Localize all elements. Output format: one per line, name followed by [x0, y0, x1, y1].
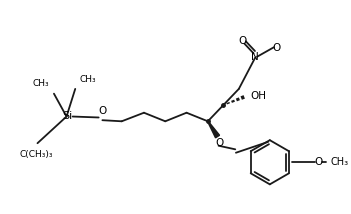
Text: C(CH₃)₃: C(CH₃)₃	[20, 150, 53, 159]
Text: CH₃: CH₃	[79, 75, 96, 84]
Text: O: O	[315, 157, 323, 166]
Text: Si: Si	[62, 110, 73, 120]
Text: OH: OH	[250, 91, 266, 101]
Text: O: O	[215, 138, 223, 148]
Text: CH₃: CH₃	[32, 79, 49, 88]
Text: O: O	[98, 106, 106, 116]
Text: O: O	[239, 36, 247, 46]
Polygon shape	[207, 121, 219, 138]
Text: CH₃: CH₃	[330, 157, 348, 166]
Text: O: O	[272, 43, 281, 53]
Text: N: N	[251, 52, 259, 62]
